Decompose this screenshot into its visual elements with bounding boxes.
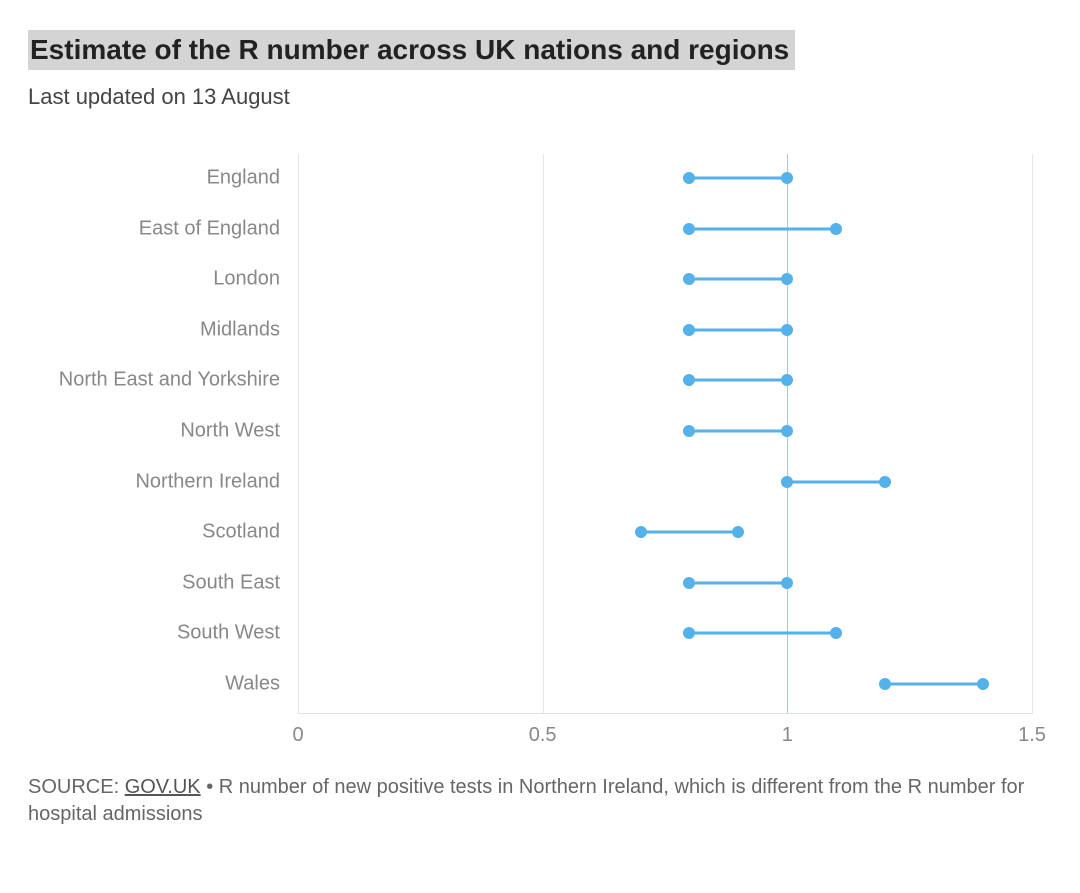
range-dot-high bbox=[781, 577, 793, 589]
x-axis-baseline bbox=[298, 713, 1032, 714]
range-dot-high bbox=[830, 223, 842, 235]
chart-subtitle: Last updated on 13 August bbox=[28, 84, 1052, 110]
gridline bbox=[543, 154, 544, 714]
row-label: North West bbox=[180, 420, 298, 443]
range-bar bbox=[689, 278, 787, 281]
gridline bbox=[1032, 154, 1033, 714]
row-label: South West bbox=[177, 622, 298, 645]
x-tick-label: 1.5 bbox=[1018, 714, 1046, 747]
plot-area: 00.511.5EnglandEast of EnglandLondonMidl… bbox=[298, 154, 1032, 714]
range-dot-high bbox=[879, 476, 891, 488]
source-note: SOURCE: GOV.UK • R number of new positiv… bbox=[28, 774, 1052, 828]
source-link[interactable]: GOV.UK bbox=[125, 776, 201, 798]
range-bar bbox=[787, 480, 885, 483]
range-bar bbox=[689, 379, 787, 382]
range-dot-low bbox=[683, 577, 695, 589]
range-dot-low bbox=[683, 425, 695, 437]
range-dot-high bbox=[781, 273, 793, 285]
row-label: North East and Yorkshire bbox=[59, 369, 298, 392]
range-dot-high bbox=[830, 627, 842, 639]
range-dot-low bbox=[683, 627, 695, 639]
row-label: South East bbox=[182, 571, 298, 594]
range-dot-high bbox=[781, 324, 793, 336]
source-prefix: SOURCE: bbox=[28, 776, 125, 798]
range-bar bbox=[689, 177, 787, 180]
range-dot-low bbox=[683, 374, 695, 386]
range-bar bbox=[641, 531, 739, 534]
row-label: England bbox=[207, 167, 298, 190]
range-dot-low bbox=[635, 526, 647, 538]
range-dot-high bbox=[732, 526, 744, 538]
range-dot-high bbox=[781, 425, 793, 437]
x-tick-label: 1 bbox=[782, 714, 793, 747]
chart: 0 0.5 1 1.5 England East of England London Midl… bbox=[28, 134, 1052, 754]
range-bar bbox=[885, 683, 983, 686]
range-bar bbox=[689, 227, 836, 230]
row-label: Northern Ireland bbox=[135, 470, 298, 493]
range-bar bbox=[689, 328, 787, 331]
row-label: Wales bbox=[225, 673, 298, 696]
row-label: London bbox=[213, 268, 298, 291]
range-dot-low bbox=[683, 273, 695, 285]
range-dot-high bbox=[781, 172, 793, 184]
x-tick-label: 0 bbox=[292, 714, 303, 747]
page: Estimate of the R number across UK natio… bbox=[0, 0, 1080, 893]
range-dot-low bbox=[683, 223, 695, 235]
range-bar bbox=[689, 581, 787, 584]
range-dot-high bbox=[977, 678, 989, 690]
range-bar bbox=[689, 632, 836, 635]
row-label: East of England bbox=[139, 217, 298, 240]
range-dot-low bbox=[683, 172, 695, 184]
row-label: Midlands bbox=[200, 318, 298, 341]
chart-title: Estimate of the R number across UK natio… bbox=[28, 30, 795, 70]
gridline bbox=[298, 154, 299, 714]
range-dot-low bbox=[683, 324, 695, 336]
range-dot-low bbox=[781, 476, 793, 488]
row-label: Scotland bbox=[202, 521, 298, 544]
range-dot-high bbox=[781, 374, 793, 386]
range-bar bbox=[689, 430, 787, 433]
x-tick-label: 0.5 bbox=[529, 714, 557, 747]
range-dot-low bbox=[879, 678, 891, 690]
